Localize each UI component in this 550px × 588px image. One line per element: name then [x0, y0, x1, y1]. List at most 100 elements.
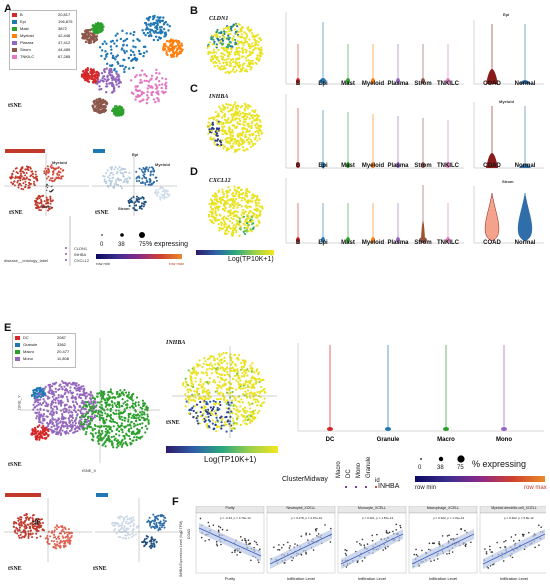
expression-point	[241, 196, 244, 200]
tsne-point	[11, 173, 14, 176]
expression-point	[247, 230, 250, 233]
expression-point	[223, 209, 226, 212]
tsne-point	[45, 401, 48, 405]
expression-point	[238, 222, 241, 225]
tsne-point	[101, 411, 104, 414]
tsne-point	[81, 32, 84, 36]
tsne-point	[143, 411, 146, 414]
tsne-point	[99, 24, 102, 28]
tsne-point	[22, 521, 25, 524]
tsne-point	[50, 385, 54, 388]
expression-point	[258, 118, 261, 122]
expression-point	[215, 416, 218, 419]
tsne-point	[78, 386, 82, 389]
expression-point	[211, 422, 214, 425]
tsne-point	[112, 84, 115, 87]
expression-point	[236, 52, 239, 56]
expression-point	[250, 124, 253, 128]
tsne-point	[152, 38, 156, 42]
violin-category-label: B	[295, 240, 301, 246]
tsne-point	[158, 72, 161, 75]
expression-point	[249, 228, 252, 231]
tsne-point	[75, 389, 78, 392]
tsne-point	[104, 427, 108, 430]
tsne-point	[42, 419, 45, 422]
tsne-point	[97, 30, 100, 34]
legend-count: 2087	[57, 335, 66, 340]
expression-point	[243, 69, 247, 72]
expression-point	[230, 401, 233, 404]
tsne-point	[164, 81, 168, 84]
tsne-point	[96, 395, 99, 398]
tsne-point	[107, 403, 110, 406]
tsne-point	[91, 75, 94, 78]
tsne-point	[56, 540, 59, 543]
tsne-point	[44, 432, 47, 436]
expression-point	[211, 215, 214, 218]
expression-point	[187, 369, 190, 372]
expression-point	[250, 386, 253, 389]
tsne-point	[51, 418, 55, 421]
tsne-point	[32, 523, 35, 525]
tsne-point	[42, 424, 45, 428]
tsne-point	[61, 535, 64, 538]
tsne-point	[112, 524, 115, 527]
tsne-point	[144, 22, 148, 25]
tsne-point	[18, 522, 21, 525]
expression-point	[237, 111, 240, 115]
expression-point	[200, 371, 203, 374]
expression-point	[203, 387, 206, 390]
tsne-point	[159, 524, 162, 527]
tsne-point	[47, 530, 50, 533]
expression-point	[226, 63, 229, 66]
expression-point	[237, 381, 240, 384]
expression-point	[246, 122, 249, 126]
tsne-point	[109, 391, 113, 394]
tsne-point	[65, 403, 68, 406]
tsne-point	[95, 100, 98, 103]
expression-point	[244, 386, 247, 390]
panel-b-expression-tsne	[206, 22, 264, 75]
tsne-point	[111, 442, 114, 445]
tsne-point	[126, 444, 129, 447]
tsne-point	[52, 392, 55, 396]
tsne-point	[35, 175, 38, 178]
tsne-point	[131, 393, 134, 397]
expression-point	[249, 105, 252, 108]
tsne-point	[30, 170, 33, 173]
expression-point	[209, 136, 212, 139]
tsne-point	[35, 536, 38, 539]
tsne-point	[159, 36, 163, 40]
expression-point	[240, 143, 243, 146]
tsne-point	[147, 18, 150, 21]
tsne-point	[80, 420, 83, 424]
expression-point	[207, 132, 210, 135]
expression-point	[219, 397, 222, 401]
tsne-point	[132, 528, 135, 531]
expression-point	[229, 391, 232, 395]
tsne-point	[163, 197, 166, 200]
tsne-point	[12, 170, 15, 173]
tsne-point	[123, 68, 126, 71]
tsne-point	[53, 405, 56, 408]
expression-point	[244, 114, 247, 117]
tsne-point	[47, 423, 50, 426]
expression-point	[248, 53, 251, 56]
expression-point	[261, 378, 264, 382]
expression-point	[260, 385, 263, 389]
expression-point	[238, 148, 241, 151]
expression-point	[231, 145, 235, 148]
violin-shape	[371, 237, 375, 243]
tsne-point	[74, 424, 77, 427]
tsne-point	[19, 177, 22, 180]
tsne-point	[25, 516, 28, 519]
panel-e-dot-id: id	[375, 478, 380, 484]
tsne-point	[118, 406, 121, 409]
tsne-point	[89, 32, 92, 35]
tsne-point	[133, 53, 136, 57]
tsne-point	[125, 527, 128, 530]
tsne-point	[112, 420, 115, 423]
expression-point	[239, 423, 242, 426]
tsne-point	[91, 104, 94, 108]
expression-point	[189, 399, 193, 402]
